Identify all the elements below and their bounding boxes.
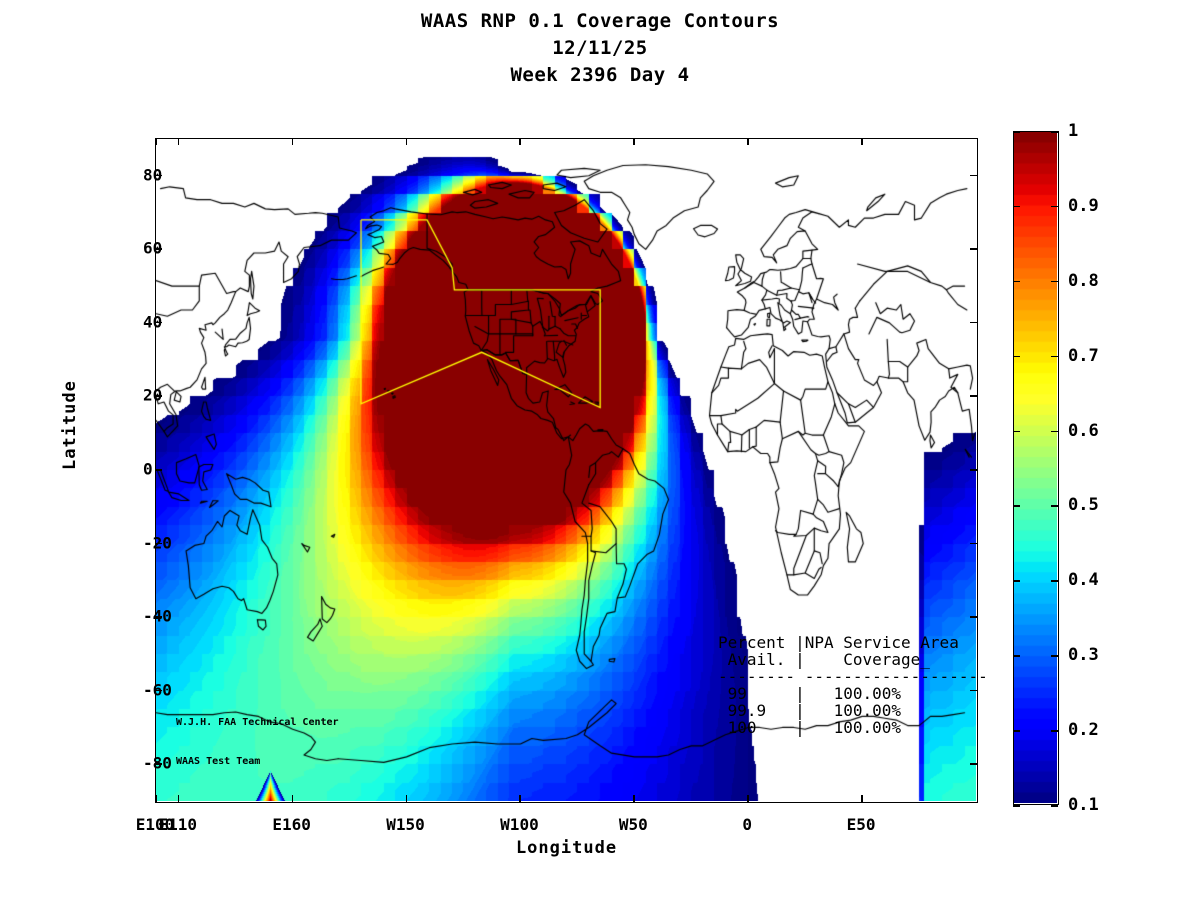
colorbar-tick — [1013, 280, 1020, 283]
x-tick-label: W100 — [500, 815, 539, 834]
x-tick — [747, 138, 749, 145]
y-tick — [155, 174, 162, 177]
x-tick — [633, 138, 635, 145]
x-tick-label: E160 — [272, 815, 311, 834]
npa-coverage-stats-table: Percent |NPA Service Area Avail. | Cover… — [718, 634, 988, 736]
x-tick — [155, 795, 157, 802]
colorbar-tick — [1013, 205, 1020, 208]
colorbar-tick — [1013, 730, 1020, 732]
x-tick-label: W50 — [618, 815, 648, 834]
stats-header-row-1: Percent |NPA Service Area — [718, 633, 959, 652]
stats-row-3: 100 | 100.00% — [718, 718, 902, 737]
colorbar-tick-label: 0.9 — [1068, 195, 1099, 216]
credit-line-2: WAAS Test Team — [176, 756, 261, 767]
credit-text: W.J.H. FAA Technical Center WAAS Test Te… — [176, 690, 339, 781]
stats-header-row-2: Avail. | Coverage_ — [718, 650, 930, 669]
credit-line-1: W.J.H. FAA Technical Center — [176, 717, 339, 728]
x-tick — [633, 795, 635, 802]
x-tick-label: E50 — [846, 815, 876, 834]
colorbar-tick — [1051, 430, 1058, 433]
y-tick — [155, 469, 162, 471]
x-tick — [861, 795, 863, 802]
colorbar-tick — [1051, 355, 1058, 358]
map-plot-area — [155, 138, 978, 803]
x-axis-label: Longitude — [515, 838, 618, 858]
colorbar-tick — [1013, 655, 1020, 657]
page-title: WAAS RNP 0.1 Coverage Contours — [420, 10, 780, 32]
y-tick — [970, 321, 977, 324]
x-tick — [177, 138, 180, 145]
colorbar-tick — [1013, 580, 1020, 582]
colorbar-tick — [1013, 131, 1020, 133]
x-tick — [405, 138, 408, 145]
y-tick — [970, 174, 977, 177]
x-tick-label: 0 — [742, 815, 753, 834]
x-tick — [291, 795, 294, 802]
title-week-day: Week 2396 Day 4 — [510, 64, 690, 86]
y-tick — [970, 469, 977, 471]
x-tick-label: W150 — [386, 815, 425, 834]
y-axis-label: Latitude — [60, 380, 80, 470]
colorbar-tick — [1051, 505, 1058, 507]
x-tick — [519, 138, 521, 145]
y-tick — [970, 542, 977, 545]
colorbar-tick — [1051, 280, 1058, 283]
colorbar-tick-label: 0.3 — [1068, 645, 1099, 666]
x-tick — [519, 795, 521, 802]
colorbar — [1013, 131, 1059, 805]
colorbar-tick-label: 0.8 — [1068, 270, 1099, 291]
colorbar-tick — [1051, 580, 1058, 582]
colorbar-tick — [1013, 430, 1020, 433]
colorbar-tick-label: 0.2 — [1068, 720, 1099, 741]
colorbar-tick — [1013, 505, 1020, 507]
y-tick — [155, 763, 162, 765]
stats-header-rule: -------- ------------------- — [718, 667, 988, 686]
y-tick — [155, 616, 162, 618]
y-tick — [155, 321, 162, 324]
y-tick — [155, 248, 162, 250]
title-block: WAAS RNP 0.1 Coverage Contours 12/11/25 … — [0, 8, 1200, 89]
y-tick — [970, 763, 977, 765]
x-tick — [405, 795, 408, 802]
stats-row-2: 99.9 | 100.00% — [718, 701, 902, 720]
y-tick — [970, 248, 977, 250]
y-tick — [970, 689, 977, 692]
colorbar-tick-label: 0.6 — [1068, 420, 1099, 441]
y-tick — [155, 395, 162, 397]
npa-service-area-boundary — [156, 139, 976, 801]
colorbar-tick — [1051, 805, 1058, 807]
colorbar-tick — [1051, 205, 1058, 208]
colorbar-gradient — [1014, 132, 1057, 803]
y-tick — [970, 616, 977, 618]
colorbar-tick-label: 1 — [1068, 121, 1079, 141]
colorbar-tick-label: 0.7 — [1068, 345, 1099, 366]
colorbar-tick — [1013, 805, 1020, 807]
y-tick — [155, 542, 162, 545]
x-tick — [747, 795, 749, 802]
x-tick-label: E110 — [158, 815, 198, 834]
colorbar-tick — [1051, 655, 1058, 657]
y-tick — [155, 689, 162, 692]
stats-row-1: 99 | 100.00% — [718, 684, 902, 703]
colorbar-tick — [1051, 131, 1058, 133]
y-tick — [970, 395, 977, 397]
colorbar-tick-label: 0.4 — [1068, 570, 1099, 591]
x-tick — [291, 138, 294, 145]
colorbar-tick — [1051, 730, 1058, 732]
x-tick — [177, 795, 180, 802]
colorbar-tick — [1013, 355, 1020, 358]
title-date: 12/11/25 — [552, 37, 648, 59]
colorbar-tick-label: 0.5 — [1068, 495, 1099, 516]
x-tick — [861, 138, 863, 145]
x-tick-label: E100 — [135, 815, 175, 834]
x-tick — [155, 138, 157, 145]
colorbar-tick-label: 0.1 — [1068, 795, 1099, 815]
